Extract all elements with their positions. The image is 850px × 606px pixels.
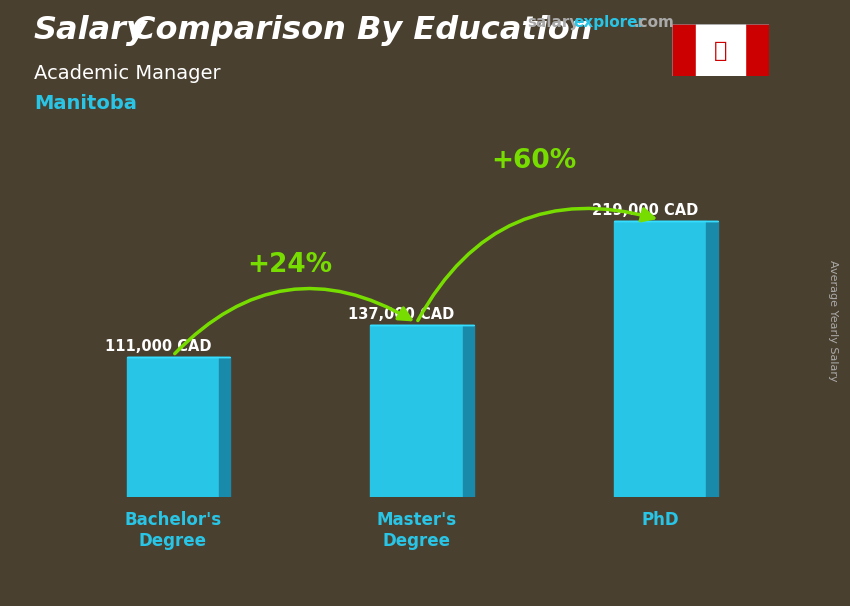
Text: Manitoba: Manitoba <box>34 94 137 113</box>
Text: Academic Manager: Academic Manager <box>34 64 221 82</box>
Bar <box>219 358 230 497</box>
Text: .com: .com <box>633 15 674 30</box>
Bar <box>614 221 706 497</box>
Text: Salary: Salary <box>34 15 148 46</box>
Bar <box>672 24 696 76</box>
Text: +24%: +24% <box>247 251 332 278</box>
Text: +60%: +60% <box>490 148 576 175</box>
Text: salary: salary <box>527 15 580 30</box>
Bar <box>706 221 717 497</box>
Bar <box>462 325 474 497</box>
Text: Comparison By Education: Comparison By Education <box>132 15 592 46</box>
Text: 219,000 CAD: 219,000 CAD <box>592 204 698 219</box>
Bar <box>745 24 769 76</box>
Text: 🍁: 🍁 <box>714 41 727 61</box>
Bar <box>696 24 745 76</box>
Text: 111,000 CAD: 111,000 CAD <box>105 339 211 355</box>
Text: explorer: explorer <box>574 15 646 30</box>
Text: Average Yearly Salary: Average Yearly Salary <box>828 261 838 382</box>
Bar <box>127 358 219 497</box>
Text: 137,000 CAD: 137,000 CAD <box>348 307 455 322</box>
Bar <box>371 325 462 497</box>
